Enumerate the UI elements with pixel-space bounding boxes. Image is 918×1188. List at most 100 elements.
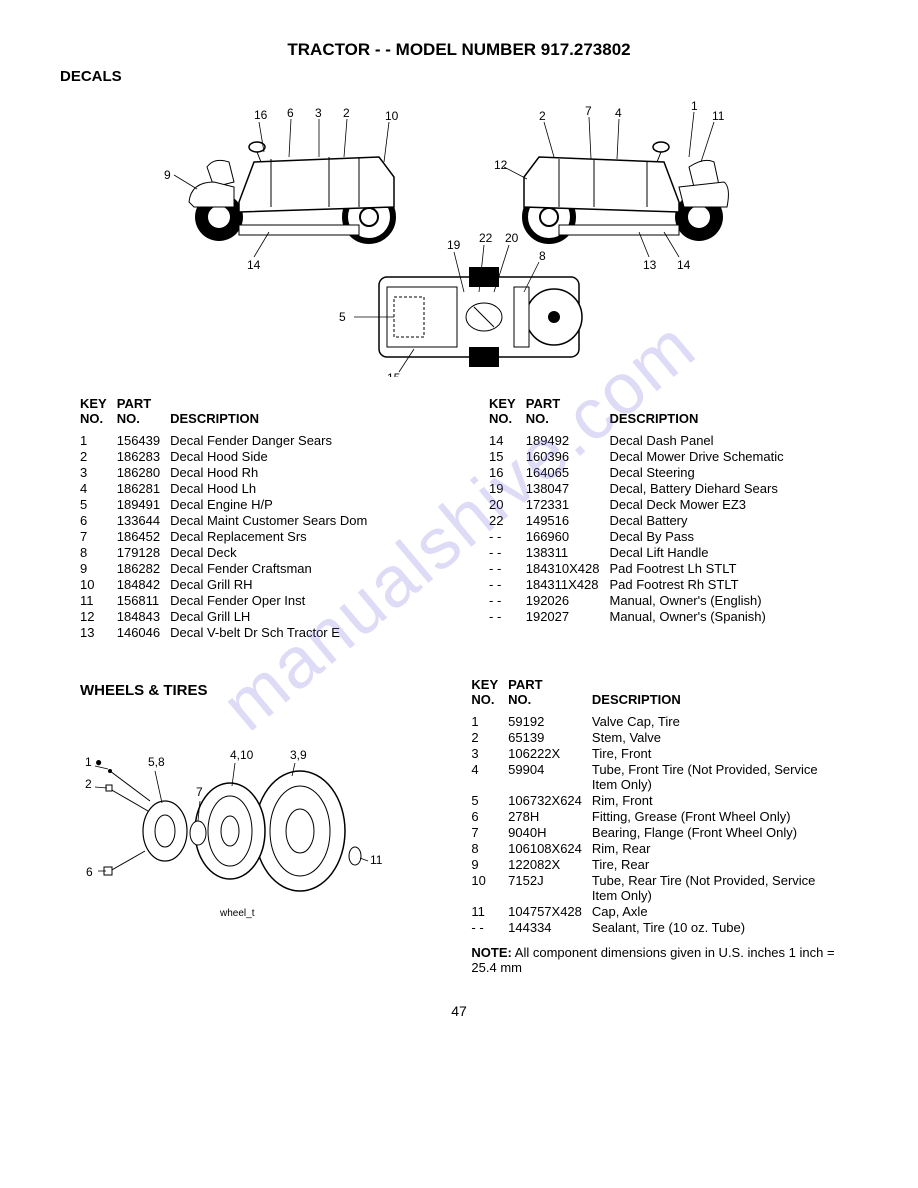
table-row: 11104757X428Cap, Axle xyxy=(471,903,831,919)
svg-text:14: 14 xyxy=(247,258,261,272)
cell-desc: Decal Fender Danger Sears xyxy=(170,432,377,448)
wheels-table: KEYNO. PARTNO. DESCRIPTION 159192Valve C… xyxy=(471,676,831,935)
cell-desc: Decal Battery xyxy=(609,512,793,528)
cell-key: 11 xyxy=(80,592,117,608)
table-row: 6133644Decal Maint Customer Sears Dom xyxy=(80,512,377,528)
cell-desc: Decal V-belt Dr Sch Tractor E xyxy=(170,624,377,640)
cell-part: 186283 xyxy=(117,448,170,464)
col-part: PARTNO. xyxy=(117,395,170,432)
cell-key: 1 xyxy=(80,432,117,448)
cell-part: 166960 xyxy=(526,528,610,544)
wheels-section-title: WHEELS & TIRES xyxy=(80,682,431,699)
cell-key: 22 xyxy=(489,512,526,528)
wheels-note: NOTE: All component dimensions given in … xyxy=(471,945,858,975)
cell-desc: Tire, Front xyxy=(592,745,832,761)
cell-part: 184843 xyxy=(117,608,170,624)
col-part: PARTNO. xyxy=(526,395,610,432)
cell-part: 104757X428 xyxy=(508,903,592,919)
cell-key: - - xyxy=(489,608,526,624)
svg-text:8: 8 xyxy=(539,249,546,263)
cell-key: - - xyxy=(489,528,526,544)
cell-key: 11 xyxy=(471,903,508,919)
cell-desc: Decal Hood Side xyxy=(170,448,377,464)
table-row: - -166960Decal By Pass xyxy=(489,528,794,544)
cell-key: - - xyxy=(489,576,526,592)
table-row: - -184310X428Pad Footrest Lh STLT xyxy=(489,560,794,576)
cell-desc: Decal Engine H/P xyxy=(170,496,377,512)
svg-text:10: 10 xyxy=(385,109,399,123)
cell-desc: Decal Grill LH xyxy=(170,608,377,624)
cell-desc: Cap, Axle xyxy=(592,903,832,919)
svg-text:22: 22 xyxy=(479,231,493,245)
cell-part: 156811 xyxy=(117,592,170,608)
note-label: NOTE: xyxy=(471,945,511,960)
table-row: 10184842Decal Grill RH xyxy=(80,576,377,592)
cell-desc: Rim, Rear xyxy=(592,840,832,856)
table-row: 13146046Decal V-belt Dr Sch Tractor E xyxy=(80,624,377,640)
cell-key: - - xyxy=(489,592,526,608)
cell-key: - - xyxy=(489,560,526,576)
cell-key: 9 xyxy=(80,560,117,576)
cell-part: 186282 xyxy=(117,560,170,576)
cell-part: 160396 xyxy=(526,448,610,464)
cell-desc: Tube, Front Tire (Not Provided, Service … xyxy=(592,761,832,792)
cell-key: 6 xyxy=(471,808,508,824)
cell-desc: Decal Deck xyxy=(170,544,377,560)
cell-part: 192026 xyxy=(526,592,610,608)
svg-text:5,8: 5,8 xyxy=(148,755,165,769)
cell-desc: Decal Deck Mower EZ3 xyxy=(609,496,793,512)
table-row: 20172331Decal Deck Mower EZ3 xyxy=(489,496,794,512)
cell-key: 16 xyxy=(489,464,526,480)
wheels-diagram: 1 ● 2 5,8 6 4,10 7 3,9 11 wheel_t xyxy=(80,711,431,934)
table-row: 19138047Decal, Battery Diehard Sears xyxy=(489,480,794,496)
cell-key: 8 xyxy=(80,544,117,560)
table-row: 6278HFitting, Grease (Front Wheel Only) xyxy=(471,808,831,824)
svg-text:4,10: 4,10 xyxy=(230,748,254,762)
cell-part: 184842 xyxy=(117,576,170,592)
cell-key: 1 xyxy=(471,713,508,729)
cell-part: 186452 xyxy=(117,528,170,544)
cell-desc: Decal Replacement Srs xyxy=(170,528,377,544)
cell-part: 133644 xyxy=(117,512,170,528)
svg-text:14: 14 xyxy=(677,258,691,272)
table-row: 9122082XTire, Rear xyxy=(471,856,831,872)
cell-desc: Valve Cap, Tire xyxy=(592,713,832,729)
svg-text:2: 2 xyxy=(539,109,546,123)
cell-key: 20 xyxy=(489,496,526,512)
table-row: 5106732X624Rim, Front xyxy=(471,792,831,808)
cell-key: - - xyxy=(471,919,508,935)
table-row: 9186282Decal Fender Craftsman xyxy=(80,560,377,576)
col-desc: DESCRIPTION xyxy=(609,395,793,432)
cell-desc: Manual, Owner's (Spanish) xyxy=(609,608,793,624)
table-row: 15160396Decal Mower Drive Schematic xyxy=(489,448,794,464)
svg-text:1: 1 xyxy=(691,99,698,113)
col-key: KEYNO. xyxy=(80,395,117,432)
cell-desc: Decal Lift Handle xyxy=(609,544,793,560)
cell-key: 3 xyxy=(471,745,508,761)
svg-text:16: 16 xyxy=(254,108,268,122)
cell-part: 7152J xyxy=(508,872,592,903)
cell-key: 3 xyxy=(80,464,117,480)
cell-key: 7 xyxy=(80,528,117,544)
cell-part: 146046 xyxy=(117,624,170,640)
cell-part: 156439 xyxy=(117,432,170,448)
cell-desc: Tube, Rear Tire (Not Provided, Service I… xyxy=(592,872,832,903)
svg-text:3,9: 3,9 xyxy=(290,748,307,762)
table-row: - -192027Manual, Owner's (Spanish) xyxy=(489,608,794,624)
table-row: 16164065Decal Steering xyxy=(489,464,794,480)
cell-part: 172331 xyxy=(526,496,610,512)
cell-key: 6 xyxy=(80,512,117,528)
svg-text:13: 13 xyxy=(643,258,657,272)
cell-part: 106222X xyxy=(508,745,592,761)
cell-part: 59904 xyxy=(508,761,592,792)
cell-key: 4 xyxy=(471,761,508,792)
cell-part: 59192 xyxy=(508,713,592,729)
cell-key: 13 xyxy=(80,624,117,640)
cell-part: 186281 xyxy=(117,480,170,496)
cell-desc: Decal Dash Panel xyxy=(609,432,793,448)
page-number: 47 xyxy=(60,1003,858,1019)
cell-part: 106108X624 xyxy=(508,840,592,856)
cell-desc: Tire, Rear xyxy=(592,856,832,872)
cell-part: 138047 xyxy=(526,480,610,496)
cell-key: 14 xyxy=(489,432,526,448)
